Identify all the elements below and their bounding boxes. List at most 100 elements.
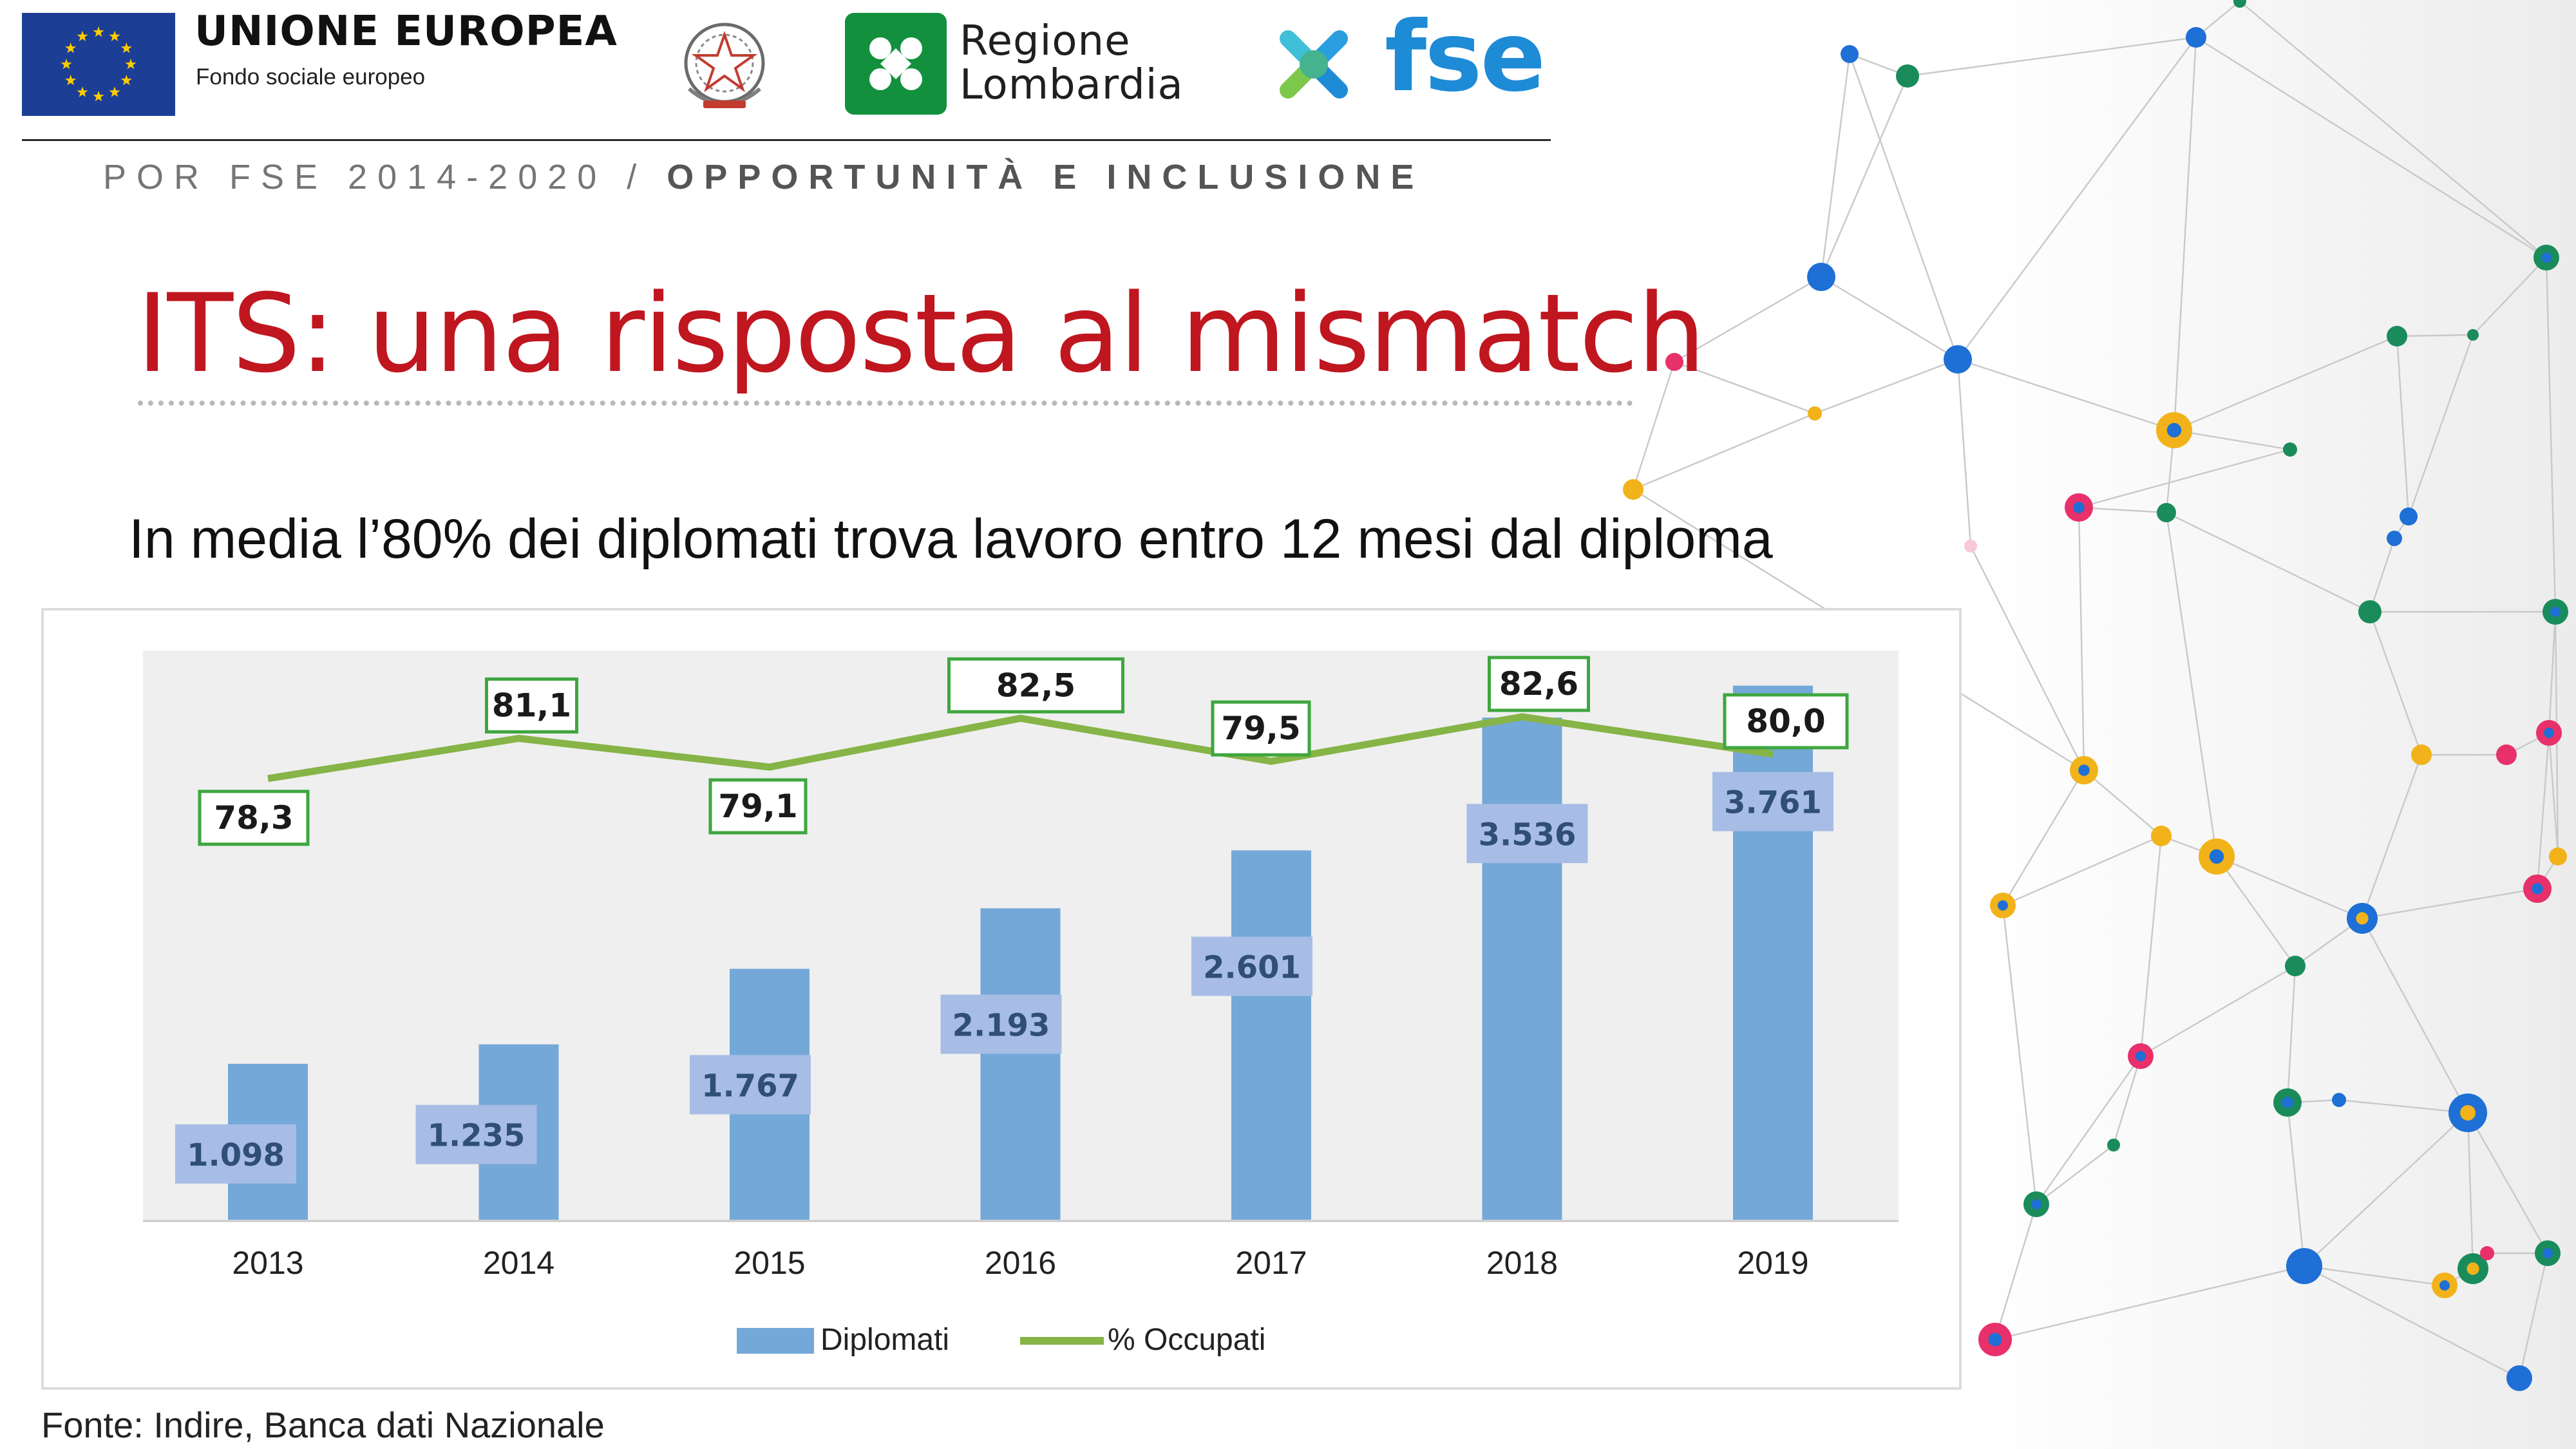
program-banner: POR FSE 2014-2020 / OPPORTUNITÀ E INCLUS… xyxy=(103,157,1424,197)
x-tick-label: 2016 xyxy=(985,1245,1056,1281)
network-node xyxy=(1841,45,1859,63)
fse-logo-icon xyxy=(1280,30,1348,99)
bar-value-label: 1.767 xyxy=(701,1068,799,1104)
network-node xyxy=(1623,479,1643,500)
occupati-label-box xyxy=(1488,656,1590,712)
network-node xyxy=(2233,0,2246,8)
x-tick-label: 2019 xyxy=(1737,1245,1808,1281)
eu-star xyxy=(61,59,72,70)
legend-label-diplomati: Diplomati xyxy=(820,1323,949,1357)
network-node xyxy=(2151,826,2172,846)
title-dotted-underline xyxy=(138,401,1633,406)
network-node-core xyxy=(2073,502,2085,513)
chart-frame: 1.098 1.235 1.767 2.193 2.601 3.536 3.761 78,3 8… xyxy=(41,608,1962,1390)
bar-value-label: 3.536 xyxy=(1479,817,1577,853)
occupati-label-box xyxy=(1723,693,1849,750)
network-node-core xyxy=(2467,1262,2479,1275)
network-node-core xyxy=(2136,1051,2146,1061)
bar-diplomati-2018 xyxy=(1482,717,1562,1220)
network-edge xyxy=(1820,53,1851,278)
lombardia-logo-icon xyxy=(845,13,947,115)
bar-value-label: 1.098 xyxy=(187,1137,285,1173)
occupati-value-label: 79,5 xyxy=(1221,710,1300,747)
network-edge xyxy=(2467,1112,2474,1269)
network-edge xyxy=(2216,855,2363,920)
occupati-label-box xyxy=(198,790,310,846)
network-node-core xyxy=(2532,883,2543,895)
x-tick-label: 2017 xyxy=(1235,1245,1307,1281)
occupati-value-label: 80,0 xyxy=(1746,703,1825,740)
network-node-core xyxy=(2166,422,2182,438)
eu-star xyxy=(93,26,104,37)
network-edge xyxy=(1848,53,1959,360)
network-edge xyxy=(2174,335,2398,431)
bar-diplomati-2017 xyxy=(1231,850,1311,1220)
network-edge xyxy=(2139,835,2163,1057)
network-edge xyxy=(1633,412,1815,491)
bar-label-box xyxy=(1466,804,1588,864)
network-node-core xyxy=(2543,1248,2553,1258)
region-line-1: Regione xyxy=(960,17,1131,65)
network-node xyxy=(2496,744,2517,765)
network-node xyxy=(2549,848,2567,866)
network-edge xyxy=(2173,37,2197,431)
network-node-core xyxy=(2544,728,2554,738)
occupati-value-label: 82,5 xyxy=(996,667,1075,704)
combo-chart: 1.098 1.235 1.767 2.193 2.601 3.536 3.761 78,3 8… xyxy=(143,650,1899,1357)
network-node-core xyxy=(2209,849,2224,864)
x-tick-label: 2013 xyxy=(232,1245,303,1281)
network-node xyxy=(2186,27,2206,48)
header-divider xyxy=(22,139,1551,141)
network-node xyxy=(2387,531,2402,546)
occupati-label-box xyxy=(1211,700,1311,757)
network-node-core xyxy=(1988,1332,2002,1347)
x-tick-label: 2015 xyxy=(734,1245,805,1281)
network-edge xyxy=(2286,965,2297,1103)
network-nodes xyxy=(1623,0,2568,1391)
network-edge xyxy=(1632,361,1676,490)
region-line-2: Lombardia xyxy=(960,61,1184,109)
network-edge xyxy=(2174,429,2291,451)
network-edge xyxy=(2140,965,2296,1057)
legend-swatch-diplomati xyxy=(737,1328,814,1354)
eu-title: UNIONE EUROPEA xyxy=(194,8,618,55)
bar-label-box xyxy=(940,994,1062,1054)
eu-flag-icon xyxy=(22,13,175,116)
network-edge xyxy=(1821,276,1958,361)
network-edge xyxy=(2286,1102,2306,1267)
network-edge xyxy=(2361,918,2469,1113)
eu-star xyxy=(109,86,120,97)
network-node-core xyxy=(2514,1373,2524,1383)
chart-legend: Diplomati % Occupati xyxy=(737,1323,1265,1357)
network-edge xyxy=(2467,1112,2549,1254)
eu-star xyxy=(120,75,132,86)
eu-subtitle: Fondo sociale europeo xyxy=(196,64,426,90)
network-node xyxy=(2157,503,2176,522)
network-edge xyxy=(2548,732,2559,857)
network-node xyxy=(2358,600,2382,623)
eu-star xyxy=(93,91,104,102)
network-node xyxy=(2285,956,2306,976)
network-node xyxy=(2467,329,2479,341)
network-edge xyxy=(2548,611,2557,734)
network-edge xyxy=(2396,334,2474,337)
eu-star xyxy=(77,86,88,97)
network-node xyxy=(1808,406,1822,421)
network-edge xyxy=(2078,506,2167,514)
network-edge xyxy=(2362,887,2538,920)
network-edge xyxy=(2083,770,2162,837)
network-edge xyxy=(2472,257,2547,336)
network-node-core xyxy=(1952,354,1964,365)
network-edge xyxy=(1674,361,1815,415)
occupati-label-box xyxy=(708,778,808,835)
network-edge xyxy=(2112,1056,2142,1146)
network-edge xyxy=(2518,1253,2549,1379)
network-edge xyxy=(2304,1265,2520,1379)
network-edge xyxy=(2078,507,2085,771)
network-edge xyxy=(2216,856,2296,967)
occupati-label-box xyxy=(485,677,578,734)
network-node xyxy=(2400,507,2418,526)
network-edge xyxy=(2369,611,2423,755)
network-node-core xyxy=(2031,1199,2041,1209)
